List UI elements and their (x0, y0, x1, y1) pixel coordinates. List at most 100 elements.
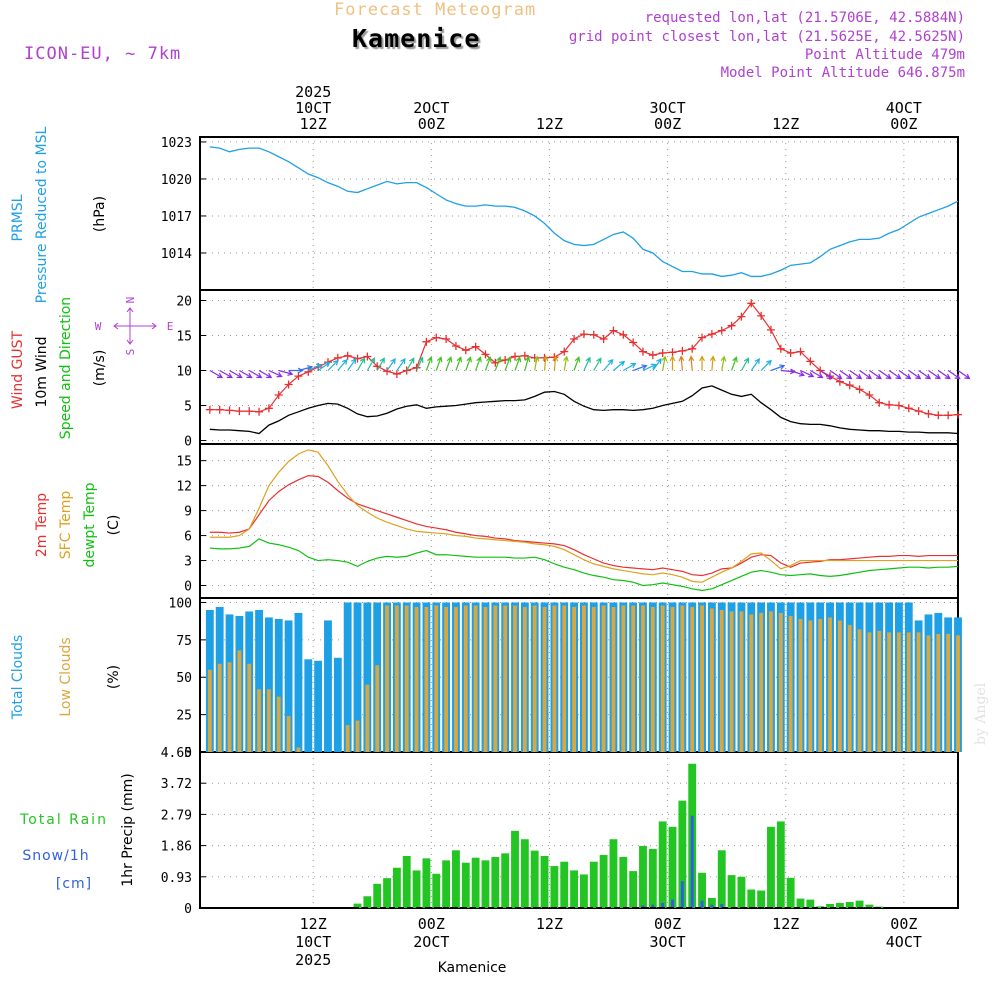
low-cloud-bar-58 (778, 612, 783, 752)
low-cloud-bar-37 (572, 606, 576, 752)
gust-marker-57 (766, 325, 775, 334)
gust-marker-72 (914, 407, 923, 416)
gust-marker-31 (511, 352, 520, 361)
gust-marker-14 (343, 351, 352, 360)
wind-arrow-55 (750, 358, 761, 371)
bottom-time-label-3-0: 00Z (654, 915, 681, 933)
low-cloud-bar-42 (621, 605, 626, 752)
wind-arrow-20 (406, 357, 415, 371)
wind-gust-label: Wind GUST (10, 330, 26, 409)
low-cloud-bar-64 (837, 620, 842, 752)
clouds-unit-label: (%) (106, 665, 122, 689)
wind-arrow-37 (573, 356, 581, 371)
ytick-label-3-4: 100 (169, 596, 192, 611)
ytick-label-1-1: 5 (184, 400, 192, 415)
gust-marker-36 (560, 347, 569, 356)
ytick-label-3-0: 0 (184, 746, 192, 761)
top-time-label-5-0: 4OCT (886, 99, 922, 117)
low-cloud-bar-40 (601, 605, 606, 752)
low-cloud-bar-55 (749, 614, 754, 752)
total-cloud-bar-7 (274, 618, 283, 752)
low-cloud-bar-2 (227, 662, 232, 752)
gust-marker-55 (747, 299, 756, 308)
low-cloud-bar-4 (247, 663, 252, 752)
gust-marker-22 (422, 337, 431, 346)
point-altitude: Point Altitude 479m (804, 47, 965, 63)
low-cloud-bar-71 (906, 632, 911, 752)
wind-arrow-25 (455, 356, 463, 371)
gust-marker-16 (363, 352, 372, 361)
gust-marker-45 (648, 351, 657, 360)
gust-marker-42 (619, 330, 628, 339)
rain-bar-22 (422, 858, 431, 908)
rain-bar-30 (501, 853, 510, 908)
rain-bar-46 (658, 821, 667, 908)
wind-arrow-5 (258, 369, 273, 379)
low-cloud-bar-30 (503, 605, 508, 752)
low-cloud-bar-32 (522, 606, 527, 752)
gust-marker-35 (550, 353, 559, 362)
wind-arrow-19 (396, 358, 406, 371)
wind-arrow-63 (829, 370, 843, 380)
low-cloud-bar-26 (463, 605, 468, 752)
snow-bar-51 (710, 904, 714, 908)
rain-bar-55 (747, 889, 756, 908)
wind-arrow-4 (248, 369, 263, 379)
snow-unit-label: [cm] (56, 876, 92, 892)
low-cloud-bar-70 (897, 632, 901, 752)
low-cloud-bar-7 (276, 696, 281, 752)
low-cloud-bar-5 (257, 689, 261, 752)
total-cloud-bar-11 (314, 660, 323, 752)
gust-line (209, 302, 959, 416)
wind-arrow-53 (731, 356, 738, 371)
rain-bar-51 (707, 897, 716, 908)
gust-marker-70 (894, 401, 903, 410)
rain-bar-32 (520, 839, 529, 908)
low-cloud-bar-21 (414, 606, 419, 752)
wind-arrow-59 (790, 369, 805, 377)
wind-arrow-3 (239, 369, 253, 379)
rain-bar-18 (383, 878, 391, 908)
low-cloud-bar-57 (769, 611, 773, 752)
wind-arrow-17 (376, 357, 385, 371)
cloud-bars (205, 602, 962, 752)
wind-arrow-46 (661, 355, 668, 371)
rain-bar-24 (442, 860, 451, 908)
rain-bar-29 (491, 857, 500, 908)
location-title: Kamenice (352, 24, 481, 53)
total-cloud-bar-10 (304, 659, 313, 752)
wind-arrow-10 (308, 363, 323, 372)
total-cloud-bar-16 (363, 602, 372, 752)
rain-bar-39 (589, 861, 598, 908)
ytick-label-2-3: 9 (184, 505, 192, 520)
compass-n: N (124, 297, 137, 304)
ytick-label-4-4: 3.72 (161, 777, 192, 792)
pressure-msl-label: Pressure Reduced to MSL (34, 126, 50, 303)
ytick-label-4-0: 0 (184, 902, 192, 917)
low-cloud-bar-44 (641, 605, 645, 752)
low-cloud-bar-15 (355, 720, 360, 752)
wind-arrow-34 (542, 355, 549, 371)
wind-arrow-21 (416, 356, 424, 371)
low-cloud-bar-38 (582, 605, 586, 752)
panel-0: 1014 1017 1020 1023 (161, 136, 959, 291)
rain-bar-47 (668, 826, 677, 908)
wind-arrows (209, 355, 971, 380)
wind-arrow-72 (918, 370, 932, 380)
wind-arrow-7 (278, 369, 294, 376)
low-cloud-bar-69 (887, 632, 892, 752)
temp-2m-line (209, 475, 958, 577)
bottom-time-label-5-0: 00Z (890, 915, 917, 933)
gust-marker-41 (609, 326, 618, 335)
rain-bar-41 (609, 839, 618, 908)
gust-markers (205, 299, 962, 420)
gust-marker-73 (924, 409, 933, 418)
rain-bar-43 (629, 871, 638, 908)
rain-bar-53 (727, 875, 736, 908)
top-time-label-3-1: 00Z (654, 115, 681, 133)
gridpoint-lonlat: grid point closest lon,lat (21.5625E, 42… (568, 29, 965, 45)
requested-lonlat: requested lon,lat (21.5706E, 42.5884N) (644, 10, 965, 26)
gust-marker-19 (392, 370, 401, 378)
gust-marker-68 (875, 398, 884, 407)
wind-arrow-50 (699, 355, 705, 371)
